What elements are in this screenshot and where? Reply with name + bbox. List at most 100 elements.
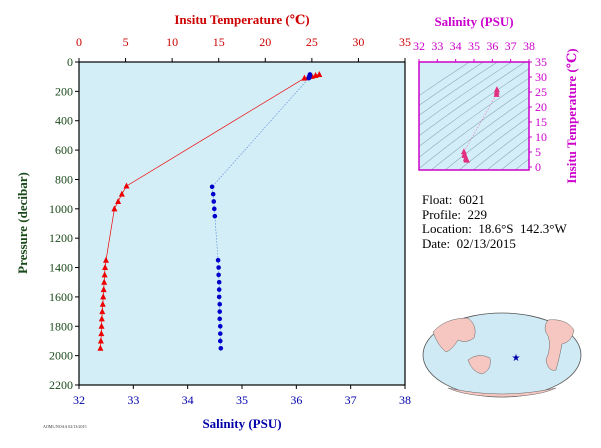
salinity-tick-label: 37 [345,393,357,407]
temperature-point [111,205,118,212]
pressure-tick-label: 2000 [49,349,73,363]
salinity-point [217,309,223,314]
temperature-point [301,74,308,81]
map-land-australia [467,355,491,375]
ts-temp-axis-title: Insitu Temperature (℃) [564,48,579,183]
float-location-map: ★ [422,312,582,398]
pressure-tick-label: 200 [55,84,73,98]
salinity-point [216,265,221,270]
ts-temp-tick-label: 0 [535,160,541,174]
density-contour [430,96,529,170]
salinity-point [210,191,216,197]
pressure-tick-label: 400 [55,114,73,128]
temperature-point [97,337,104,344]
salinity-tick-label: 38 [399,393,411,407]
ts-salinity-tick-label: 36 [486,39,498,53]
pressure-axis-title: Pressure (decibar) [15,172,30,274]
density-contour [419,62,470,97]
pressure-tick-label: 600 [55,143,73,157]
temperature-point [123,182,130,189]
ts-salinity-tick-label: 38 [523,39,535,53]
salinity-tick-label: 36 [290,393,302,407]
ts-salinity-tick-label: 33 [431,39,443,53]
salinity-tick-label: 32 [73,393,85,407]
profile-number: Profile: 229 [422,206,487,222]
ts-salinity-tick-label: 34 [450,39,462,53]
ts-salinity-tick-label: 37 [505,39,517,53]
density-contour [419,62,498,116]
temperature-point [103,256,110,263]
temperature-point [99,308,106,315]
temperature-point [115,197,122,204]
ts-salinity-tick-label: 32 [413,39,425,53]
pressure-tick-label: 1200 [49,231,73,245]
float-location: Location: 18.6°S 142.3°W [422,221,567,236]
ts-point [460,148,467,155]
temp-axis-title: Insitu Temperature (℃) [174,12,309,27]
temperature-point [97,344,104,351]
ts-salinity-axis-title: Salinity (PSU) [434,14,513,29]
temperature-point [312,72,319,79]
salinity-point [215,257,221,263]
footer-credit: AOML/NOAA 02/13/2015 [43,424,87,429]
pressure-tick-label: 1800 [49,319,73,333]
salinity-point [211,206,217,212]
temp-tick-label: 10 [166,35,178,49]
salinity-point [217,323,223,329]
salinity-point [217,331,223,336]
float-location-marker: ★ [512,353,521,364]
density-contour [444,106,529,170]
temperature-point [118,190,125,197]
temperature-point [98,330,105,337]
pressure-tick-label: 800 [55,172,73,186]
salinity-point [216,294,222,300]
ts-point [463,156,470,163]
temperature-point [99,300,106,307]
ts-temp-tick-label: 5 [535,145,541,159]
salinity-point [216,272,221,278]
pressure-tick-label: 1400 [49,261,73,275]
temperature-point [100,286,107,293]
salinity-point [216,279,222,285]
ts-temp-tick-label: 10 [535,130,547,144]
temp-tick-label: 0 [76,35,82,49]
ts-point [493,90,500,97]
temp-tick-label: 5 [123,35,129,49]
density-contour [458,116,529,170]
pressure-tick-label: 1000 [49,202,73,216]
float-info-panel: Float: 6021 Profile: 229 Location: 18.6°… [422,192,567,251]
density-contour [419,68,529,147]
salinity-axis-title: Salinity (PSU) [202,416,281,431]
salinity-point [218,345,224,351]
salinity-tick-label: 33 [127,393,139,407]
density-contour [519,52,601,190]
ts-temp-tick-label: 25 [535,85,547,99]
ts-temp-tick-label: 20 [535,100,547,114]
density-contour [419,87,529,169]
temperature-point [101,271,108,278]
salinity-point [211,199,217,204]
salinity-point [217,316,223,322]
temperature-point [98,322,105,329]
density-contour [419,62,512,126]
ts-temp-tick-label: 30 [535,70,547,84]
map-land-antarctica [447,387,557,398]
salinity-point [217,338,223,344]
temp-tick-label: 25 [306,35,318,49]
salinity-tick-label: 34 [182,393,194,407]
temperature-point [101,278,108,285]
salinity-point [209,184,215,190]
profile-date: Date: 02/13/2015 [422,235,516,251]
temp-tick-label: 20 [259,35,271,49]
pressure-tick-label: 0 [67,55,73,69]
temperature-point [100,293,107,300]
density-contour [419,77,529,158]
salinity-point [212,213,218,219]
ts-temp-tick-label: 35 [535,55,547,69]
float-id: Float: 6021 [422,192,485,207]
ts-salinity-tick-label: 35 [468,39,480,53]
density-contour [419,62,526,137]
salinity-tick-label: 35 [236,393,248,407]
temp-tick-label: 30 [352,35,364,49]
